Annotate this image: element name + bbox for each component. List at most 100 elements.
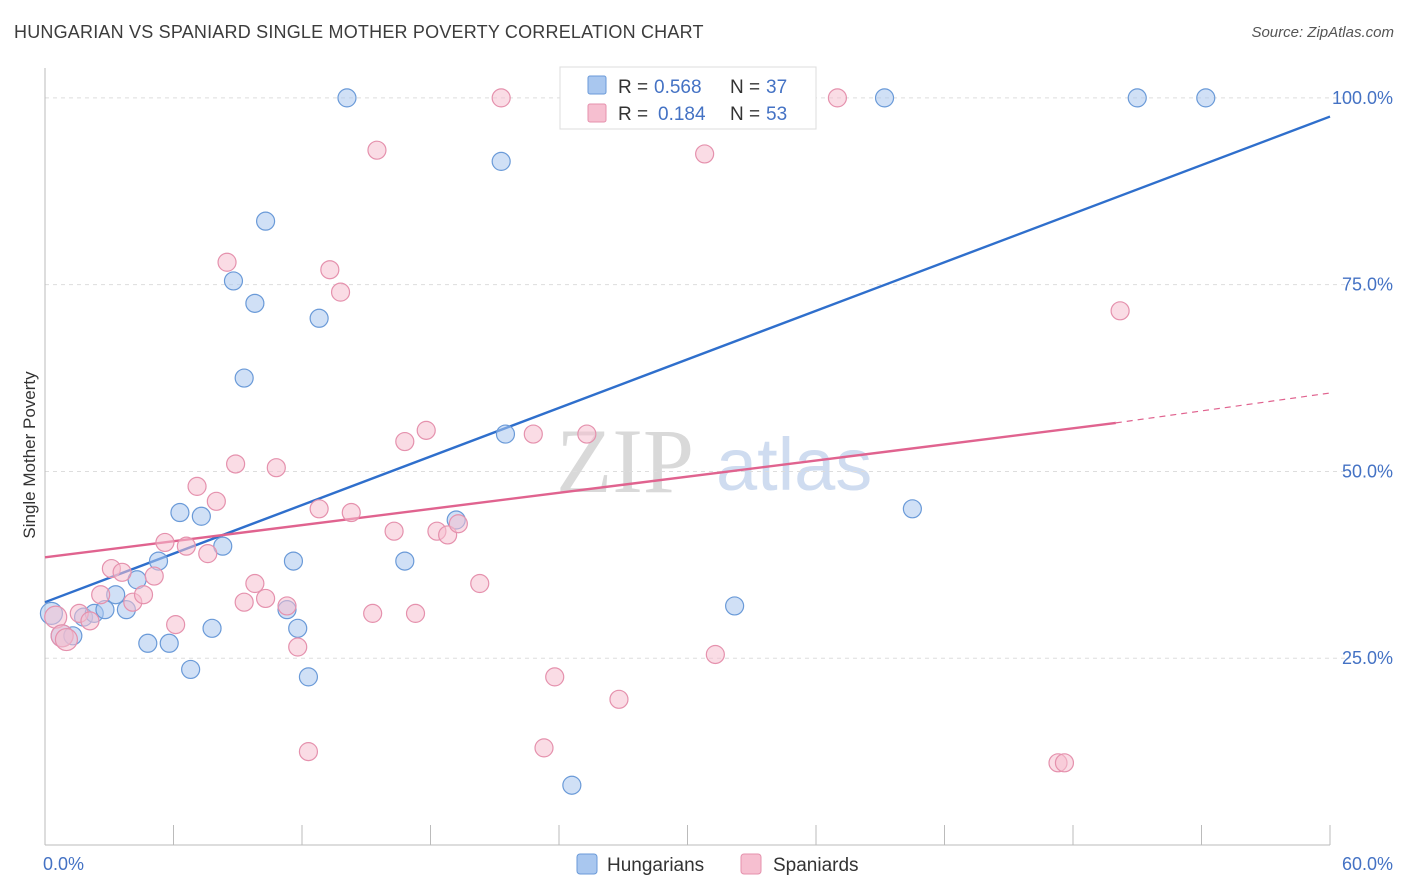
- hungarians-point-24: [298, 667, 319, 687]
- spaniards-point-34: [405, 603, 426, 623]
- spaniards-point-38: [448, 514, 468, 534]
- spaniards-point-12: [166, 615, 186, 635]
- spaniards-point-45: [577, 424, 597, 444]
- spaniards-trend-extension: [1115, 392, 1331, 424]
- spaniards-point-46: [609, 689, 629, 709]
- x-tick-label-1: 60.0%: [1342, 854, 1393, 874]
- hungarians-point-17: [223, 271, 244, 291]
- x-tick-label-0: 0.0%: [43, 854, 84, 874]
- spaniards-point-49: [827, 88, 848, 108]
- hungarians-point-29: [491, 151, 511, 171]
- hungarians-point-25: [309, 308, 329, 328]
- y-tick-label-0: 25.0%: [1342, 648, 1393, 668]
- y-tick-labels: 25.0% 50.0% 75.0% 100.0%: [1332, 88, 1393, 668]
- spaniards-point-23: [277, 596, 297, 616]
- hungarians-point-18: [234, 368, 254, 388]
- spaniards-point-28: [330, 282, 351, 302]
- source-label: Source: ZipAtlas.com: [1251, 24, 1394, 41]
- hungarians-point-35: [1127, 88, 1147, 108]
- bottom-legend-swatch-spaniards: [740, 853, 762, 875]
- trend-lines: [44, 115, 1331, 604]
- hungarians-point-27: [395, 551, 415, 571]
- hungarians-trend-line: [44, 115, 1331, 604]
- hungarians-point-14: [191, 506, 211, 526]
- spaniards-point-18: [226, 454, 246, 474]
- spaniards-point-32: [384, 521, 404, 541]
- legend-n-value-spaniards: 53: [766, 104, 787, 125]
- y-tick-label-2: 75.0%: [1342, 275, 1393, 295]
- watermark-zip: ZIP: [556, 410, 694, 512]
- spaniards-trend-line: [44, 421, 1116, 559]
- hungarians-point-12: [170, 502, 190, 523]
- correlation-legend: R = 0.568 N = 37 R = 0.184 N = 53: [559, 66, 817, 130]
- gridlines: [45, 97, 1350, 659]
- spaniards-point-11: [155, 532, 175, 553]
- spaniards-point-48: [705, 644, 725, 665]
- spaniards-point-22: [266, 458, 286, 478]
- spaniards-point-17: [217, 252, 237, 272]
- spaniards-point-15: [198, 544, 218, 564]
- spaniards-point-31: [367, 140, 387, 160]
- spaniards-point-24: [288, 637, 308, 657]
- hungarians-point-15: [202, 618, 222, 638]
- y-axis-title: Single Mother Poverty: [20, 371, 39, 539]
- spaniards-point-14: [187, 476, 207, 496]
- legend-r-value-spaniards: 0.184: [658, 104, 706, 125]
- spaniards-point-10: [144, 566, 164, 586]
- hungarians-point-31: [562, 775, 582, 795]
- spaniards-point-16: [206, 491, 226, 511]
- spaniards-point-7: [112, 562, 132, 582]
- spaniards-point-39: [470, 573, 490, 594]
- spaniards-point-9: [133, 585, 154, 605]
- legend-r-label-hungarians: R =: [618, 77, 648, 98]
- spaniards-point-42: [534, 738, 554, 758]
- spaniards-point-30: [363, 603, 383, 623]
- y-tick-label-1: 50.0%: [1342, 461, 1393, 481]
- spaniards-point-40: [491, 88, 511, 108]
- spaniards-point-47: [695, 144, 715, 164]
- spaniards-point-43: [545, 667, 565, 687]
- axes: [44, 68, 1331, 846]
- spaniards-point-13: [176, 536, 196, 556]
- spaniards-point-29: [341, 502, 361, 523]
- hungarians-point-11: [159, 633, 179, 653]
- legend-r-label-spaniards: R =: [618, 104, 648, 125]
- spaniards-point-26: [309, 499, 329, 519]
- spaniards-point-21: [255, 588, 276, 609]
- hungarians-point-32: [725, 596, 745, 616]
- spaniards-point-19: [234, 592, 254, 612]
- bottom-legend-label-hungarians: Hungarians: [607, 855, 704, 876]
- spaniards-point-5: [91, 585, 111, 605]
- spaniards-point-4: [80, 611, 100, 631]
- bottom-legend-swatch-hungarians: [576, 853, 598, 875]
- series-legend: Hungarians Spaniards: [576, 853, 859, 876]
- hungarians-point-23: [288, 618, 308, 638]
- spaniards-point-33: [395, 431, 415, 452]
- data-points: [39, 88, 1216, 795]
- bottom-legend-label-spaniards: Spaniards: [773, 855, 859, 876]
- spaniards-point-25: [298, 742, 319, 762]
- spaniards-point-41: [523, 424, 543, 444]
- legend-n-label-spaniards: N =: [730, 104, 760, 125]
- spaniards-point-51: [1054, 753, 1075, 773]
- legend-n-label-hungarians: N =: [730, 77, 760, 98]
- x-tick-labels: 0.0% 60.0%: [43, 854, 1393, 874]
- y-tick-label-3: 100.0%: [1332, 88, 1393, 108]
- hungarians-point-36: [1196, 88, 1216, 108]
- spaniards-point-2: [54, 627, 79, 652]
- spaniards-point-20: [245, 573, 265, 594]
- hungarians-point-30: [495, 424, 516, 444]
- spaniards-point-52: [1110, 301, 1130, 321]
- hungarians-point-13: [181, 659, 201, 680]
- watermark-atlas: atlas: [716, 423, 872, 506]
- spaniards-point-35: [416, 420, 436, 440]
- chart-title: HUNGARIAN VS SPANIARD SINGLE MOTHER POVE…: [14, 22, 704, 42]
- hungarians-point-34: [902, 499, 922, 519]
- legend-r-value-hungarians: 0.568: [654, 77, 702, 98]
- hungarians-point-22: [283, 551, 304, 571]
- legend-n-value-hungarians: 37: [766, 77, 787, 98]
- hungarians-point-26: [337, 88, 357, 108]
- hungarians-point-9: [138, 633, 158, 653]
- hungarians-point-20: [255, 211, 276, 231]
